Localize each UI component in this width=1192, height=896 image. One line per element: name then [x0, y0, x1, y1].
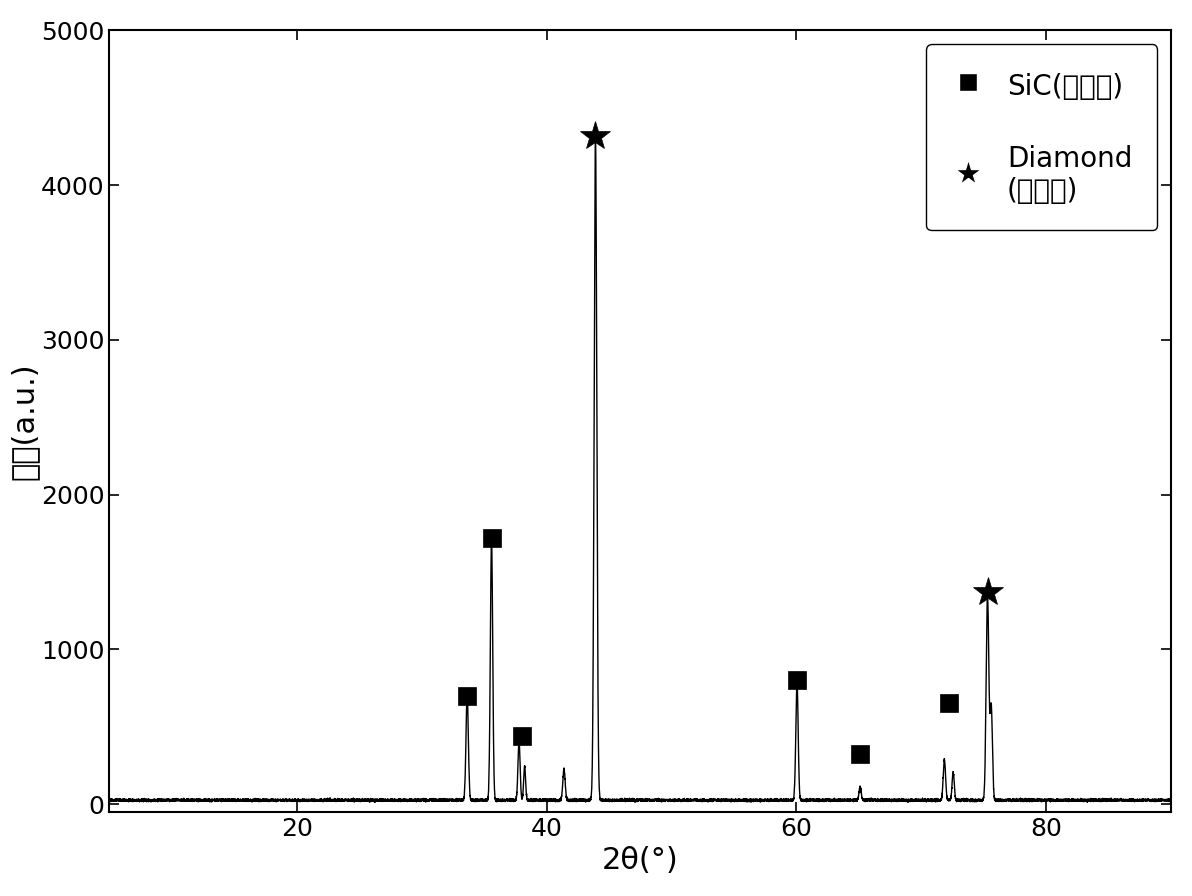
Text: 强度(a.u.): 强度(a.u.): [10, 362, 39, 480]
Legend: SiC(碳化硅), Diamond
(金刚石): SiC(碳化硅), Diamond (金刚石): [926, 44, 1157, 230]
X-axis label: 2θ(°): 2θ(°): [602, 846, 678, 875]
